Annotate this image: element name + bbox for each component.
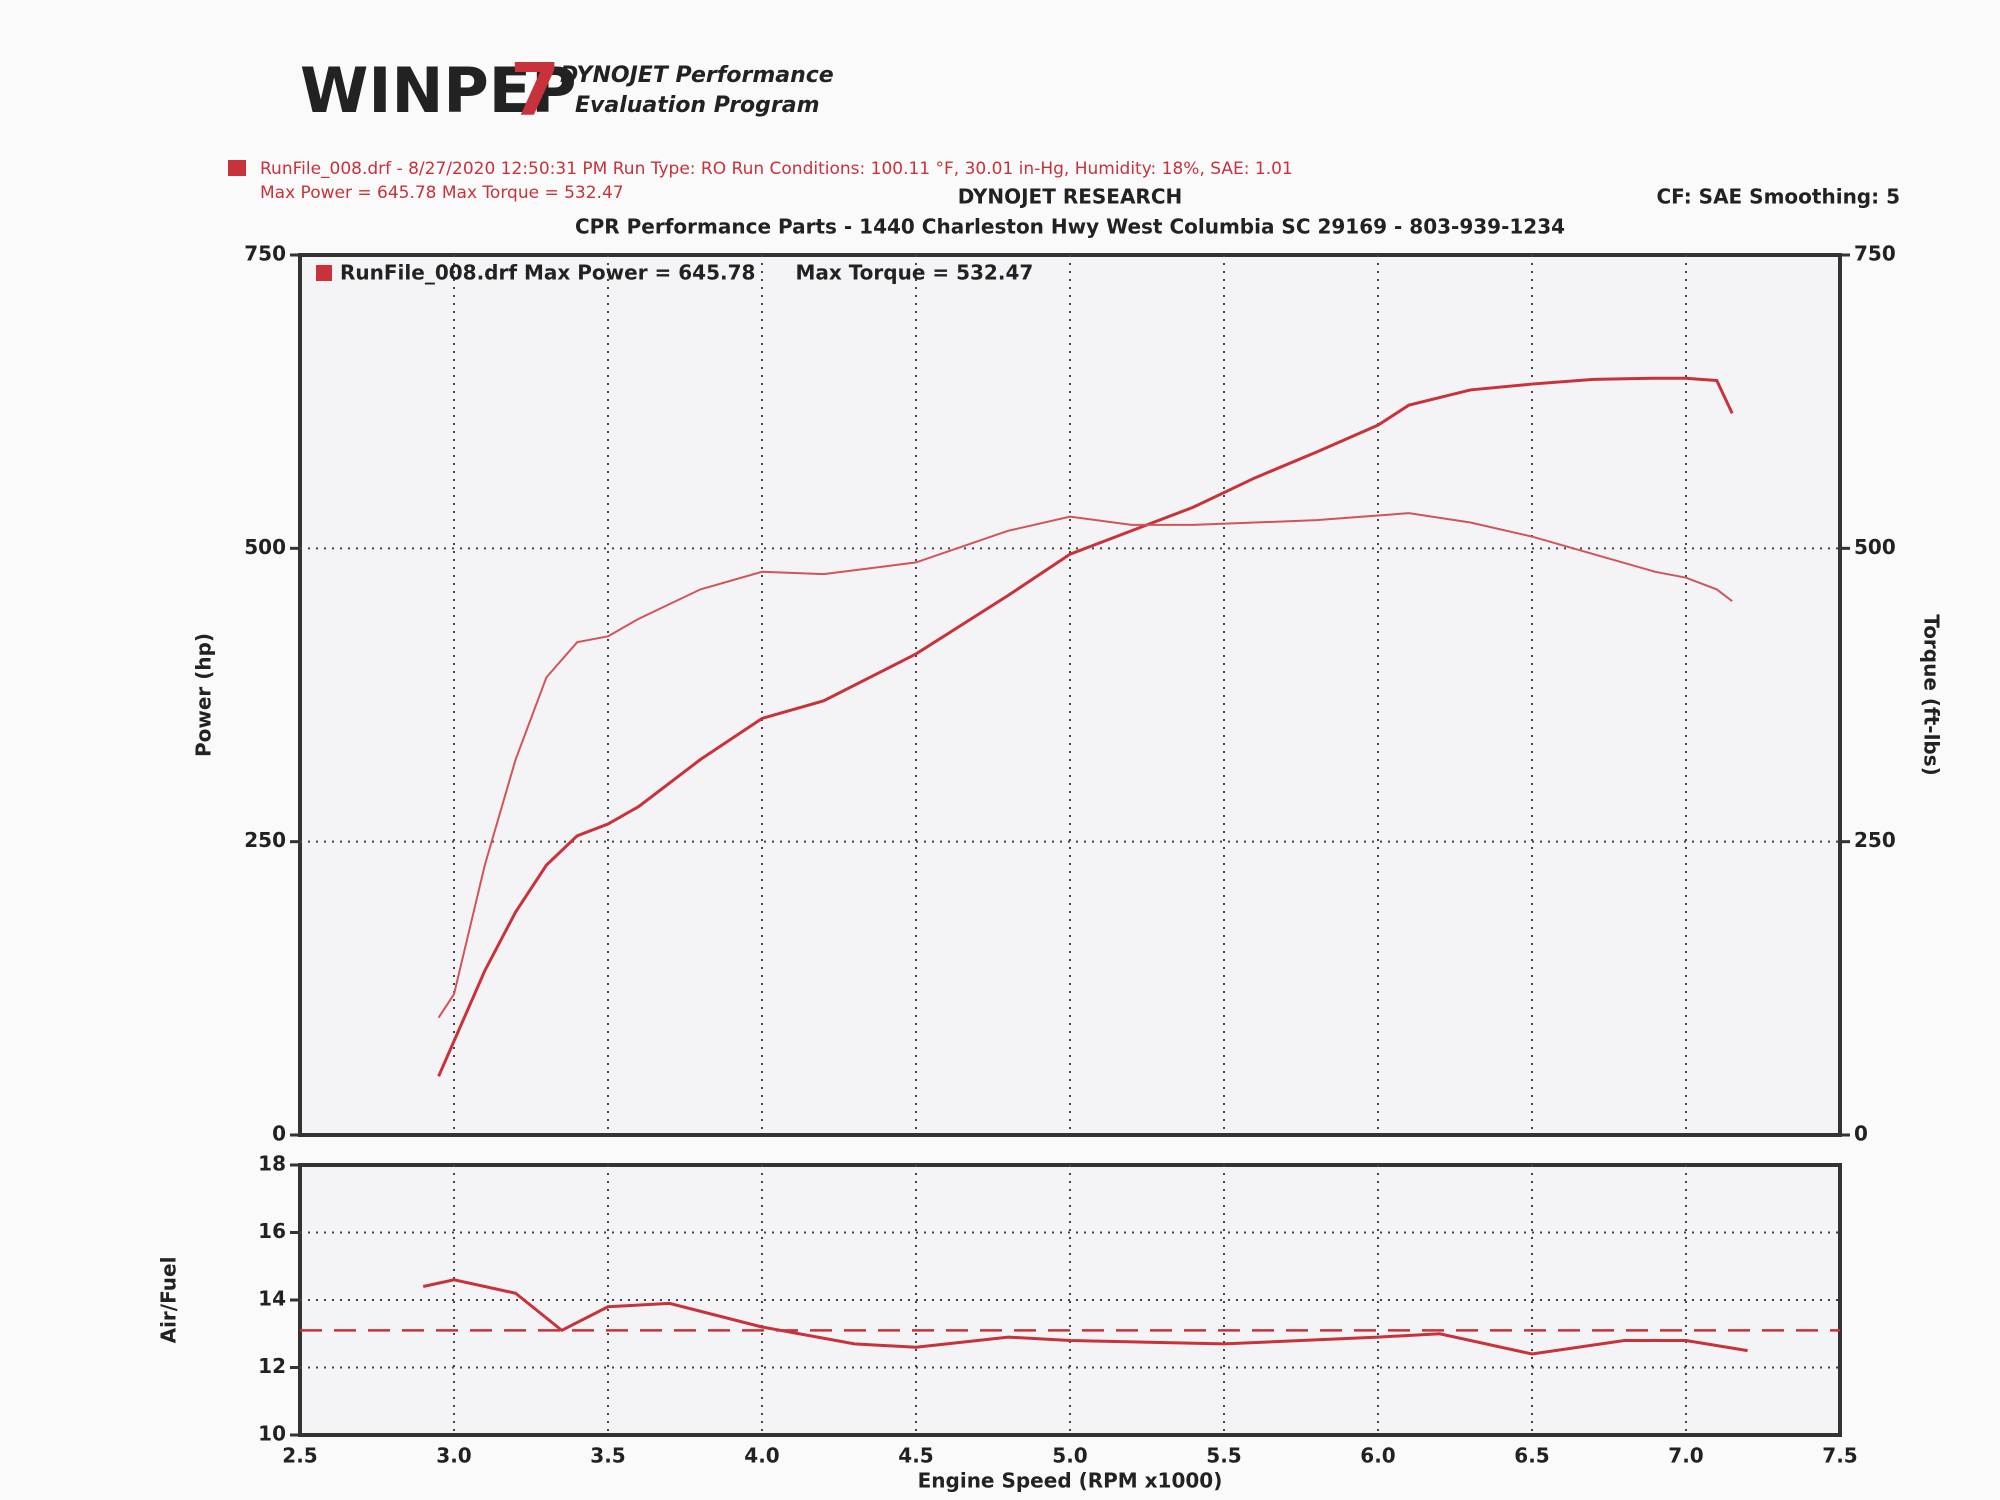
legend-swatch — [316, 265, 332, 281]
y-tick-label: 10 — [258, 1422, 286, 1446]
shop: CPR Performance Parts - 1440 Charleston … — [575, 215, 1565, 239]
run-info: RunFile_008.drf - 8/27/2020 12:50:31 PM … — [260, 159, 1293, 179]
y-tick-label: 18 — [258, 1152, 286, 1176]
legend-entry: RunFile_008.drf Max Power = 645.78 — [340, 261, 755, 285]
x-tick-label: 5.0 — [1052, 1444, 1087, 1468]
x-tick-label: 3.0 — [436, 1444, 471, 1468]
x-tick-label: 7.0 — [1668, 1444, 1703, 1468]
y-tick-label: 250 — [244, 828, 286, 852]
series-line — [422, 1278, 1748, 1356]
y-axis-label: Air/Fuel — [157, 1257, 181, 1344]
x-tick-label: 6.5 — [1514, 1444, 1549, 1468]
series-line — [437, 512, 1733, 1019]
x-tick-label: 4.0 — [744, 1444, 779, 1468]
program-line: DYNOJET Performance — [560, 63, 834, 88]
y2-tick-label: 750 — [1854, 242, 1896, 266]
x-tick-label: 5.5 — [1206, 1444, 1241, 1468]
y-tick-label: 0 — [272, 1122, 286, 1146]
run-max: Max Power = 645.78 Max Torque = 532.47 — [260, 183, 624, 203]
x-tick-label: 6.0 — [1360, 1444, 1395, 1468]
run-icon — [228, 160, 246, 176]
y-tick-label: 14 — [258, 1287, 286, 1311]
y-tick-label: 500 — [244, 535, 286, 559]
y2-tick-label: 500 — [1854, 535, 1896, 559]
logo: WINPEP — [300, 54, 577, 127]
legend-entry: Max Torque = 532.47 — [795, 261, 1033, 285]
settings: CF: SAE Smoothing: 5 — [1656, 185, 1900, 209]
y-tick-label: 12 — [258, 1354, 286, 1378]
company: DYNOJET RESEARCH — [958, 185, 1183, 209]
y-axis-label: Power (hp) — [192, 633, 216, 757]
logo-number: 7 — [510, 48, 560, 132]
series-line — [437, 376, 1734, 1077]
x-tick-label: 2.5 — [282, 1444, 317, 1468]
y-tick-label: 750 — [244, 242, 286, 266]
y-tick-label: 16 — [258, 1219, 286, 1243]
x-tick-label: 3.5 — [590, 1444, 625, 1468]
x-tick-label: 7.5 — [1822, 1444, 1857, 1468]
x-axis-label: Engine Speed (RPM x1000) — [918, 1469, 1223, 1493]
program-line: Evaluation Program — [575, 93, 820, 118]
x-tick-label: 4.5 — [898, 1444, 933, 1468]
y2-axis-label: Torque (ft-lbs) — [1920, 614, 1944, 776]
y2-tick-label: 0 — [1854, 1122, 1868, 1146]
y2-tick-label: 250 — [1854, 828, 1896, 852]
